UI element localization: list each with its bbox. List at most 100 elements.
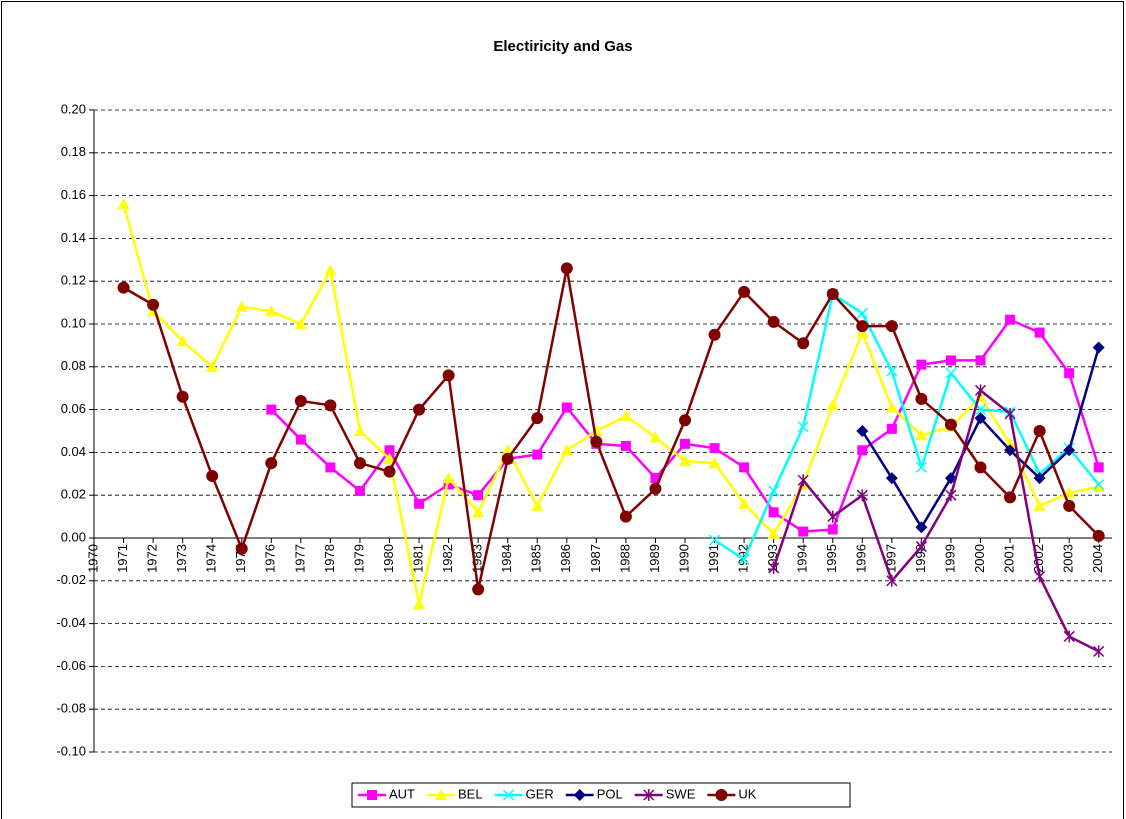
marker bbox=[709, 443, 720, 454]
marker bbox=[708, 328, 721, 341]
marker bbox=[1063, 444, 1076, 457]
marker bbox=[561, 402, 572, 413]
x-tick-label: 1982 bbox=[440, 544, 455, 573]
y-tick-label: 0.04 bbox=[61, 444, 86, 459]
y-tick-label: 0.02 bbox=[61, 487, 86, 502]
marker bbox=[1092, 529, 1105, 542]
marker bbox=[176, 390, 189, 403]
marker bbox=[826, 399, 839, 411]
legend-label: UK bbox=[738, 786, 756, 801]
marker bbox=[560, 262, 573, 275]
marker bbox=[353, 425, 366, 436]
marker bbox=[1034, 327, 1045, 338]
marker bbox=[619, 410, 632, 422]
legend-marker bbox=[435, 789, 447, 800]
marker bbox=[915, 461, 927, 473]
y-tick-label: 0.00 bbox=[61, 529, 86, 544]
marker bbox=[354, 485, 365, 496]
marker bbox=[709, 534, 721, 546]
marker bbox=[1004, 407, 1016, 420]
marker bbox=[384, 445, 395, 456]
legend-label: SWE bbox=[666, 786, 696, 801]
marker bbox=[560, 444, 573, 456]
marker bbox=[442, 369, 455, 382]
marker bbox=[501, 444, 514, 456]
marker bbox=[680, 438, 690, 449]
marker bbox=[265, 457, 278, 470]
marker bbox=[1033, 499, 1046, 511]
x-tick-label: 1986 bbox=[558, 544, 573, 573]
marker bbox=[886, 574, 898, 587]
y-tick-label: -0.08 bbox=[56, 701, 86, 716]
marker bbox=[679, 454, 691, 466]
x-tick-label: 1985 bbox=[529, 544, 544, 573]
x-tick-label: 1976 bbox=[263, 544, 278, 573]
marker bbox=[974, 384, 987, 397]
marker bbox=[1064, 368, 1075, 379]
marker bbox=[590, 425, 603, 436]
legend-label: BEL bbox=[458, 786, 483, 801]
x-tick-label: 2000 bbox=[972, 544, 987, 573]
marker bbox=[768, 507, 779, 518]
x-tick-label: 1981 bbox=[410, 544, 425, 573]
marker bbox=[532, 449, 543, 460]
x-tick-label: 2001 bbox=[1001, 544, 1016, 573]
series-line bbox=[713, 292, 1100, 561]
x-tick-label: 1996 bbox=[854, 544, 869, 573]
marker bbox=[915, 540, 927, 553]
marker bbox=[413, 598, 426, 610]
x-tick-label: 1977 bbox=[292, 544, 307, 573]
marker bbox=[856, 307, 868, 319]
marker bbox=[1063, 499, 1076, 512]
x-tick-label: 1972 bbox=[145, 544, 160, 573]
marker bbox=[206, 469, 219, 482]
marker bbox=[945, 489, 957, 502]
marker bbox=[473, 490, 484, 501]
marker bbox=[827, 524, 838, 535]
marker bbox=[768, 485, 780, 497]
x-tick-label: 1995 bbox=[824, 544, 839, 573]
y-tick-label: 0.08 bbox=[61, 358, 86, 373]
marker bbox=[619, 510, 632, 523]
y-tick-label: -0.04 bbox=[56, 615, 86, 630]
marker bbox=[856, 425, 869, 437]
marker bbox=[531, 499, 544, 511]
chart-title: Electiricity and Gas bbox=[493, 38, 632, 55]
marker bbox=[767, 315, 780, 328]
x-tick-label: 1994 bbox=[795, 544, 810, 573]
marker bbox=[885, 472, 898, 485]
marker bbox=[974, 412, 987, 425]
marker bbox=[324, 399, 337, 412]
x-tick-label: 1974 bbox=[204, 544, 219, 573]
marker bbox=[827, 510, 839, 523]
marker bbox=[413, 403, 426, 416]
marker bbox=[915, 521, 928, 534]
marker bbox=[886, 365, 898, 377]
marker bbox=[472, 506, 485, 518]
marker bbox=[1004, 444, 1017, 457]
y-tick-label: 0.06 bbox=[61, 401, 86, 416]
marker bbox=[295, 434, 306, 445]
marker bbox=[1093, 478, 1105, 491]
marker bbox=[414, 498, 425, 509]
marker bbox=[885, 401, 898, 413]
marker bbox=[1034, 570, 1046, 583]
marker bbox=[708, 457, 721, 469]
marker bbox=[797, 421, 809, 433]
marker bbox=[945, 355, 956, 366]
marker bbox=[620, 440, 631, 451]
marker bbox=[768, 561, 780, 574]
series-line bbox=[122, 267, 1100, 591]
marker bbox=[1092, 341, 1105, 354]
x-tick-label: 2004 bbox=[1090, 544, 1105, 573]
legend-marker bbox=[715, 789, 728, 801]
legend-label: AUT bbox=[389, 786, 415, 801]
marker bbox=[856, 489, 868, 502]
legend-marker bbox=[643, 789, 655, 801]
marker bbox=[916, 359, 927, 370]
series-line bbox=[122, 203, 1099, 606]
marker bbox=[1033, 472, 1046, 485]
marker bbox=[738, 285, 751, 298]
marker bbox=[974, 461, 987, 474]
x-tick-label: 2003 bbox=[1061, 544, 1076, 573]
